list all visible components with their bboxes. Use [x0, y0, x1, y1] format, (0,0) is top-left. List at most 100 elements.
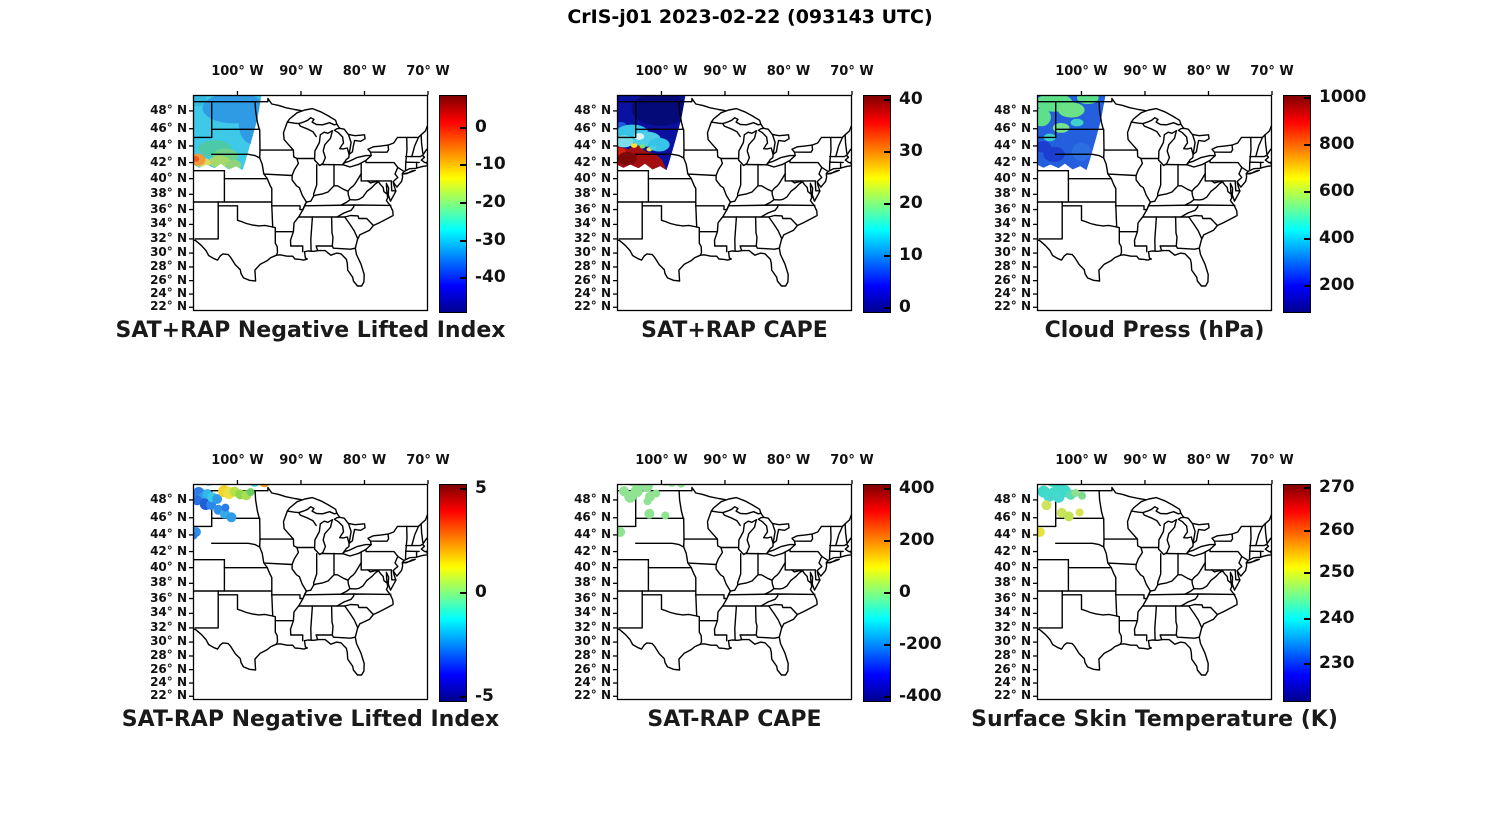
lat-tick-label: 24° N: [574, 675, 611, 690]
state-borders: [1037, 486, 1272, 676]
colorbar-tick: [1304, 191, 1310, 194]
data-dots: [193, 484, 270, 540]
lat-tick-label: 42° N: [994, 154, 1031, 169]
lat-tick-label: 42° N: [574, 543, 611, 558]
lon-tick-label: 70° W: [830, 64, 874, 79]
lat-tick-label: 32° N: [574, 230, 611, 245]
lat-tick-label: 36° N: [574, 590, 611, 605]
colorbar-tick-label: 260: [1319, 519, 1355, 540]
lat-tick-label: 34° N: [994, 605, 1031, 620]
lat-tick-label: 32° N: [994, 619, 1031, 634]
lon-tick-label: 90° W: [279, 64, 323, 79]
lat-tick-label: 34° N: [150, 216, 187, 231]
axis-ticks: [1033, 91, 1273, 308]
lat-tick-label: 26° N: [994, 272, 1031, 287]
colorbar-tick-label: 230: [1319, 653, 1355, 674]
lat-tick-label: 48° N: [994, 491, 1031, 506]
lon-tick-label: 80° W: [1186, 453, 1231, 468]
lat-tick-label: 48° N: [994, 102, 1031, 117]
lat-tick-label: 26° N: [574, 661, 611, 676]
lat-tick-label: 26° N: [150, 272, 187, 287]
colorbar-surface-skin-temperature-k: [1283, 484, 1311, 702]
lon-tick-label: 100° W: [211, 453, 264, 468]
lat-tick-label: 30° N: [150, 245, 187, 260]
colorbar-tick-label: 270: [1319, 477, 1355, 498]
colorbar-tick: [1304, 529, 1310, 532]
lat-tick-label: 36° N: [994, 590, 1031, 605]
panel-title: SAT+RAP Negative Lifted Index: [115, 318, 506, 343]
colorbar-tick: [460, 164, 466, 167]
colorbar-tick: [460, 239, 466, 242]
lat-tick-label: 24° N: [994, 286, 1031, 301]
colorbar-tick: [1304, 487, 1310, 490]
lat-tick-label: 40° N: [994, 170, 1031, 185]
colorbar-tick-label: -20: [475, 192, 506, 213]
colorbar-tick-label: -200: [899, 634, 942, 655]
colorbar-tick-label: 240: [1319, 607, 1355, 628]
lat-tick-label: 30° N: [574, 634, 611, 649]
lat-tick-label: 38° N: [574, 575, 611, 590]
lon-tick-label: 90° W: [1123, 64, 1167, 79]
colorbar-tick: [460, 276, 466, 279]
lat-tick-label: 22° N: [150, 688, 187, 703]
lat-tick-label: 40° N: [150, 559, 187, 574]
colorbar-tick-label: 0: [899, 297, 911, 318]
lon-tick-label: 70° W: [830, 453, 874, 468]
colorbar-tick-label: 0: [475, 116, 487, 137]
state-borders: [193, 97, 428, 287]
colorbar-tick: [1304, 571, 1310, 574]
axis-ticks: [613, 91, 853, 308]
data-dots: [1037, 484, 1087, 537]
lon-tick-label: 70° W: [1250, 453, 1294, 468]
lat-tick-label: 44° N: [574, 526, 611, 541]
us-map-surface-skin-temperature-k: [1033, 480, 1273, 701]
panel-title: SAT-RAP CAPE: [647, 707, 822, 732]
panel-title: SAT+RAP CAPE: [641, 318, 828, 343]
colorbar-tick: [884, 487, 890, 490]
lat-tick-label: 22° N: [994, 688, 1031, 703]
colorbar-tick: [884, 696, 890, 699]
data-overlay: [193, 95, 262, 171]
lon-tick-label: 100° W: [1055, 64, 1108, 79]
lat-tick-label: 32° N: [150, 230, 187, 245]
lat-tick-label: 24° N: [994, 675, 1031, 690]
lat-tick-label: 22° N: [574, 299, 611, 314]
colorbar-tick: [884, 592, 890, 594]
lon-tick-label: 80° W: [342, 453, 387, 468]
lat-tick-label: 42° N: [150, 154, 187, 169]
lat-tick-label: 28° N: [994, 258, 1031, 273]
us-map-sat-plus-rap-negative-lifted-index: [189, 91, 429, 312]
colorbar-tick: [884, 539, 890, 542]
lat-tick-label: 44° N: [150, 137, 187, 152]
colorbar-sat-minus-rap-cape: [863, 484, 891, 702]
colorbar-sat-plus-rap-negative-lifted-index: [439, 95, 467, 313]
panel-title: SAT-RAP Negative Lifted Index: [121, 707, 500, 732]
lat-tick-label: 34° N: [574, 216, 611, 231]
lat-tick-label: 36° N: [994, 201, 1031, 216]
colorbar-tick: [1304, 237, 1310, 240]
state-borders: [193, 486, 428, 676]
lat-tick-label: 32° N: [574, 619, 611, 634]
figure-title: CrIS-j01 2023-02-22 (093143 UTC): [567, 6, 933, 28]
lat-tick-label: 34° N: [150, 605, 187, 620]
state-borders: [617, 97, 852, 287]
lat-tick-label: 48° N: [574, 102, 611, 117]
colorbar-tick: [460, 202, 466, 205]
lat-tick-label: 48° N: [150, 102, 187, 117]
lat-tick-label: 38° N: [150, 186, 187, 201]
lat-tick-label: 34° N: [574, 605, 611, 620]
colorbar-tick: [460, 126, 466, 129]
lon-tick-label: 100° W: [635, 64, 688, 79]
us-map-sat-minus-rap-cape: [613, 480, 853, 701]
lon-tick-label: 80° W: [766, 64, 811, 79]
lat-tick-label: 36° N: [150, 590, 187, 605]
lon-tick-label: 70° W: [1250, 64, 1294, 79]
lat-tick-label: 38° N: [150, 575, 187, 590]
colorbar-tick-label: 400: [1319, 227, 1355, 248]
colorbar-tick-label: -30: [475, 229, 506, 250]
lat-tick-label: 24° N: [150, 675, 187, 690]
lat-tick-label: 46° N: [150, 120, 187, 135]
colorbar-tick-label: 250: [1319, 561, 1355, 582]
colorbar-tick-label: 40: [899, 88, 923, 109]
colorbar-tick: [884, 307, 890, 310]
